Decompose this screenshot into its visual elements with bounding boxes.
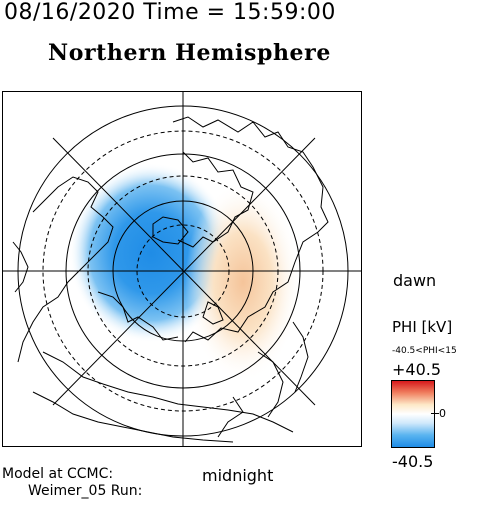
dawn-label: dawn bbox=[393, 271, 437, 290]
potential-colorbar bbox=[391, 380, 435, 448]
colorbar-max-label: +40.5 bbox=[392, 360, 442, 379]
colorbar-zero-label: 0 bbox=[439, 407, 446, 420]
polar-map-frame bbox=[2, 91, 362, 447]
coastlines bbox=[12, 116, 329, 443]
colorbar-range-label: -40.5<PHI<15 bbox=[392, 346, 457, 356]
timestamp-title: 08/16/2020 Time = 15:59:00 bbox=[4, 0, 336, 25]
colorbar-quantity-label: PHI [kV] bbox=[392, 318, 453, 336]
meridian-lines bbox=[3, 92, 361, 446]
colorbar-zero-tick bbox=[431, 413, 439, 414]
colorbar-min-label: -40.5 bbox=[392, 452, 434, 471]
model-credit-line2: Weimer_05 Run: bbox=[28, 483, 143, 499]
polar-potential-map bbox=[3, 92, 361, 446]
midnight-label: midnight bbox=[202, 466, 274, 485]
model-credit-line1: Model at CCMC: bbox=[2, 466, 114, 482]
positive-potential-cell bbox=[185, 182, 301, 382]
hemisphere-title: Northern Hemisphere bbox=[48, 40, 331, 66]
